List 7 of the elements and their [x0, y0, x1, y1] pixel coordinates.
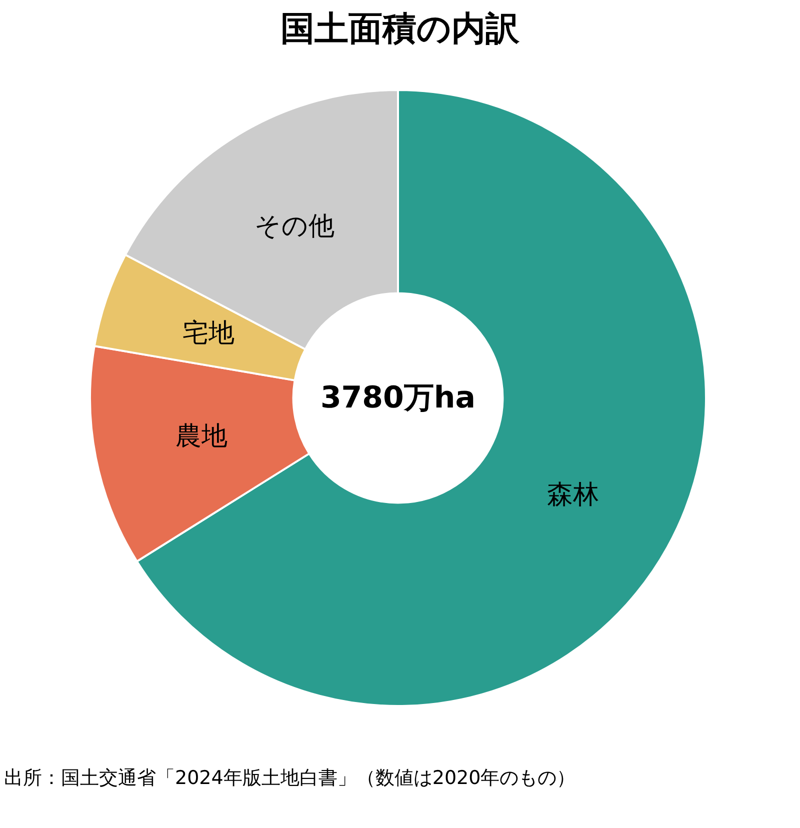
text: 出所：国土交通省「2024年版土地白書」（数値は2020年のもの）	[4, 766, 577, 790]
chart-title: 国土面積の内訳	[280, 8, 520, 51]
text: 3780万ha	[320, 380, 476, 416]
slice-label: その他	[254, 212, 334, 242]
slice-label: 宅地	[182, 318, 234, 349]
slice-label: 森林	[547, 480, 600, 510]
slice-label: 農地	[176, 422, 228, 452]
